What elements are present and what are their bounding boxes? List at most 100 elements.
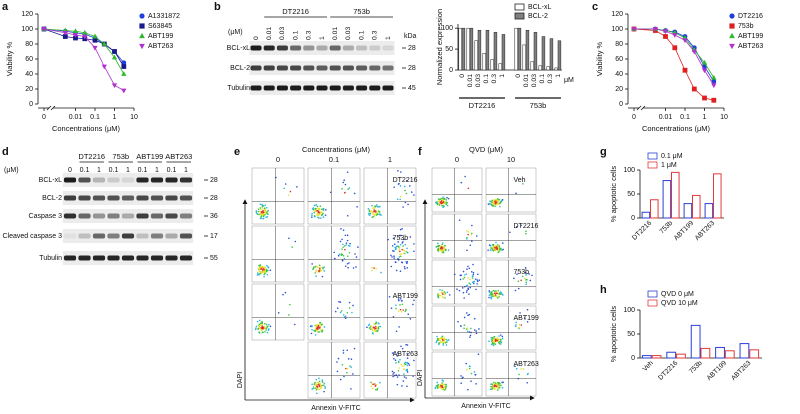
cell-dot xyxy=(264,266,266,269)
blot-band xyxy=(179,213,193,219)
cell-dot xyxy=(496,248,499,251)
cell-dot xyxy=(434,201,437,204)
cell-dot xyxy=(493,201,495,204)
kda-label: kDa xyxy=(404,33,417,40)
legend-label: BCL-2 xyxy=(528,13,548,20)
cell-dot xyxy=(316,392,318,395)
y-axis-label: Viability % xyxy=(595,41,604,76)
cell-dot xyxy=(490,383,492,385)
cell-dot xyxy=(261,213,263,216)
dot-plot xyxy=(251,225,305,283)
row-label: Tubulin xyxy=(227,85,250,92)
cell-dot xyxy=(494,340,497,343)
cell-dot xyxy=(444,292,447,294)
cell-dot xyxy=(413,299,415,302)
cell-dot xyxy=(261,266,264,268)
legend-swatch xyxy=(729,23,735,29)
cell-dot xyxy=(404,243,407,246)
cell-dot xyxy=(489,249,492,251)
dot-plot xyxy=(251,167,305,225)
cell-dot xyxy=(401,228,403,230)
cell-dot xyxy=(346,171,349,173)
legend-label: S63845 xyxy=(148,23,172,30)
cell-dot xyxy=(319,321,321,324)
cell-dot xyxy=(445,338,447,341)
cell-dot xyxy=(437,247,440,250)
cell-dot xyxy=(466,230,468,232)
cell-dot xyxy=(353,347,356,350)
cell-dot xyxy=(376,213,379,216)
cell-dot xyxy=(372,213,374,215)
cell-dot xyxy=(441,386,444,389)
x-tick-label: 10 xyxy=(720,114,728,121)
cell-dot xyxy=(339,378,342,381)
cell-dot xyxy=(319,327,322,330)
cell-dot xyxy=(344,248,346,251)
cell-dot xyxy=(442,200,445,203)
blot-band xyxy=(356,45,368,51)
cell-dot xyxy=(267,209,269,212)
cell-dot xyxy=(491,340,493,343)
cell-dot xyxy=(500,384,502,387)
cell-dot xyxy=(341,188,343,190)
cell-dot xyxy=(313,204,316,207)
cell-dot xyxy=(492,246,494,249)
cell-dot xyxy=(338,300,340,303)
cell-dot xyxy=(441,296,444,298)
x-tick-label: 10 xyxy=(130,114,138,121)
blot-band xyxy=(369,45,381,51)
cell-dot xyxy=(476,283,478,285)
cell-dot xyxy=(468,293,470,295)
cell-dot xyxy=(474,374,477,376)
cell-dot xyxy=(465,362,467,365)
cell-dot xyxy=(322,216,325,218)
cell-dot xyxy=(403,238,405,241)
cell-dot xyxy=(345,367,347,370)
cell-dot xyxy=(399,171,402,173)
cell-dot xyxy=(403,363,406,366)
cell-dot xyxy=(401,347,404,350)
cell-dot xyxy=(323,382,326,385)
blot-band xyxy=(303,85,315,91)
cell-dot xyxy=(490,247,492,249)
cell-dot xyxy=(470,327,472,330)
blot-band xyxy=(276,65,288,71)
cell-dot xyxy=(393,371,395,374)
y-tick-label: 60 xyxy=(615,56,623,63)
cell-dot xyxy=(520,367,522,370)
cell-dot xyxy=(488,203,491,205)
cell-dot xyxy=(401,248,404,251)
y-tick-label: 40 xyxy=(25,71,33,78)
cell-dot xyxy=(435,246,437,248)
cell-dot xyxy=(439,341,442,343)
blot-strip xyxy=(62,173,194,187)
cell-dot xyxy=(320,214,323,217)
cell-dot xyxy=(436,338,439,340)
x-tick-label: 753b xyxy=(688,360,704,376)
bar xyxy=(704,203,714,219)
cell-dot xyxy=(413,359,415,362)
cell-dot xyxy=(353,192,356,195)
blot-band xyxy=(121,177,135,183)
cell-dot xyxy=(515,367,518,370)
cell-dot xyxy=(283,187,286,190)
cell-dot xyxy=(469,244,472,247)
cell-dot xyxy=(413,243,415,245)
x-tick-label: Veh xyxy=(642,360,655,373)
cell-dot xyxy=(472,275,474,278)
unit-label: (μM) xyxy=(4,167,19,174)
cell-dot xyxy=(397,183,400,185)
cell-dot xyxy=(528,273,530,275)
dot-plot xyxy=(363,341,417,399)
cell-dot xyxy=(472,263,474,266)
bar xyxy=(666,351,677,359)
cell-dot xyxy=(264,327,266,330)
cell-dot xyxy=(445,199,448,201)
cell-dot xyxy=(407,203,409,206)
cell-dot xyxy=(404,267,406,270)
dot-plot xyxy=(307,283,361,341)
cell-dot xyxy=(488,244,491,246)
cell-dot xyxy=(501,387,504,389)
data-point xyxy=(701,59,708,65)
cell-dot xyxy=(442,202,445,205)
